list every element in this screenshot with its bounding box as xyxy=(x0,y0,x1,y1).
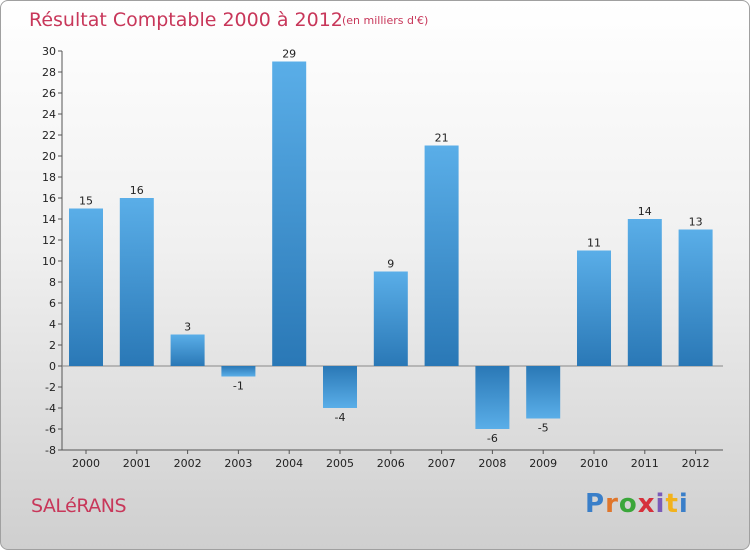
data-label: 13 xyxy=(689,216,703,229)
y-tick-label: 6 xyxy=(49,297,56,310)
proxiti-logo[interactable]: Proxiti xyxy=(585,489,689,519)
data-label: 21 xyxy=(435,132,449,145)
bar xyxy=(475,366,510,429)
y-tick-label: 28 xyxy=(42,66,56,79)
x-tick-label: 2012 xyxy=(682,457,710,470)
y-tick-label: 24 xyxy=(42,108,56,121)
y-tick-label: 22 xyxy=(42,129,56,142)
data-label: -4 xyxy=(335,411,346,424)
y-tick-label: 20 xyxy=(42,150,56,163)
data-label: 29 xyxy=(282,48,296,61)
x-tick-label: 2003 xyxy=(224,457,252,470)
y-tick-label: -4 xyxy=(45,402,56,415)
data-label: 14 xyxy=(638,205,652,218)
data-label: 3 xyxy=(184,321,191,334)
logo-letter: r xyxy=(605,489,619,519)
y-tick-label: 30 xyxy=(42,45,56,58)
x-tick-label: 2008 xyxy=(478,457,506,470)
logo-letter: x xyxy=(637,489,656,519)
logo-letter: P xyxy=(585,489,606,519)
x-tick-label: 2006 xyxy=(377,457,405,470)
y-tick-label: -8 xyxy=(45,444,56,457)
x-tick-label: 2010 xyxy=(580,457,608,470)
y-tick-label: -2 xyxy=(45,381,56,394)
y-tick-label: 8 xyxy=(49,276,56,289)
x-tick-label: 2005 xyxy=(326,457,354,470)
data-label: 15 xyxy=(79,195,93,208)
bar xyxy=(627,219,662,366)
bar xyxy=(577,250,611,366)
y-tick-label: 4 xyxy=(49,318,56,331)
y-tick-label: 26 xyxy=(42,87,56,100)
bar xyxy=(221,366,256,377)
bar xyxy=(373,271,408,366)
y-tick-label: 10 xyxy=(42,255,56,268)
y-tick-label: -6 xyxy=(45,423,56,436)
bar xyxy=(69,208,103,366)
x-tick-label: 2009 xyxy=(529,457,557,470)
data-label: -6 xyxy=(487,432,498,445)
x-tick-label: 2001 xyxy=(123,457,151,470)
data-label: 16 xyxy=(130,184,144,197)
y-tick-label: 14 xyxy=(42,213,56,226)
y-tick-label: 18 xyxy=(42,171,56,184)
logo-letter: t xyxy=(665,489,679,519)
chart-title: Résultat Comptable 2000 à 2012 xyxy=(29,9,343,31)
y-tick-label: 16 xyxy=(42,192,56,205)
bar xyxy=(678,229,713,366)
bar xyxy=(424,145,459,366)
data-label: -1 xyxy=(233,380,244,393)
y-tick-label: 12 xyxy=(42,234,56,247)
x-tick-label: 2007 xyxy=(428,457,456,470)
x-tick-label: 2000 xyxy=(72,457,100,470)
logo-letter: o xyxy=(618,489,638,519)
bar xyxy=(323,366,357,408)
bar xyxy=(526,366,561,419)
logo-letter: i xyxy=(678,489,689,519)
x-tick-label: 2002 xyxy=(174,457,202,470)
x-tick-label: 2011 xyxy=(631,457,659,470)
logo-letter: i xyxy=(655,489,666,519)
x-tick-label: 2004 xyxy=(275,457,303,470)
chart-unit: (en milliers d'€) xyxy=(342,14,429,27)
data-label: 11 xyxy=(587,237,601,250)
bar xyxy=(272,61,307,366)
data-label: 9 xyxy=(387,258,394,271)
commune-name: SALéRANS xyxy=(31,495,127,517)
y-tick-label: 0 xyxy=(49,360,56,373)
data-label: -5 xyxy=(538,422,549,435)
bar xyxy=(119,198,154,366)
y-tick-label: 2 xyxy=(49,339,56,352)
bar xyxy=(170,334,205,366)
